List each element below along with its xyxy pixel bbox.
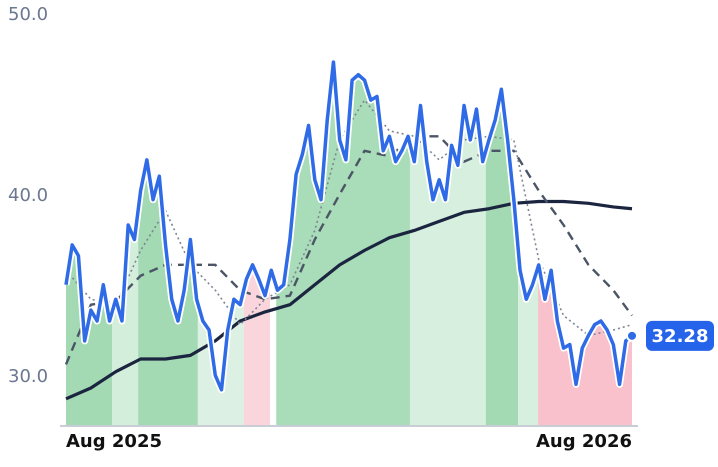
y-tick-label: 50.0 (8, 4, 48, 25)
y-tick-label: 30.0 (8, 366, 48, 387)
average-line (64, 135, 633, 365)
x-tick-label: Aug 2026 (536, 431, 632, 452)
band-area (243, 264, 271, 426)
last-point (626, 329, 638, 342)
x-tick-label: Aug 2025 (66, 431, 162, 452)
y-tick-label: 40.0 (8, 185, 48, 206)
last-value-label: 32.28 (652, 326, 709, 347)
price-line (64, 60, 634, 392)
last-value-badge (646, 320, 714, 351)
average-line (65, 199, 633, 401)
